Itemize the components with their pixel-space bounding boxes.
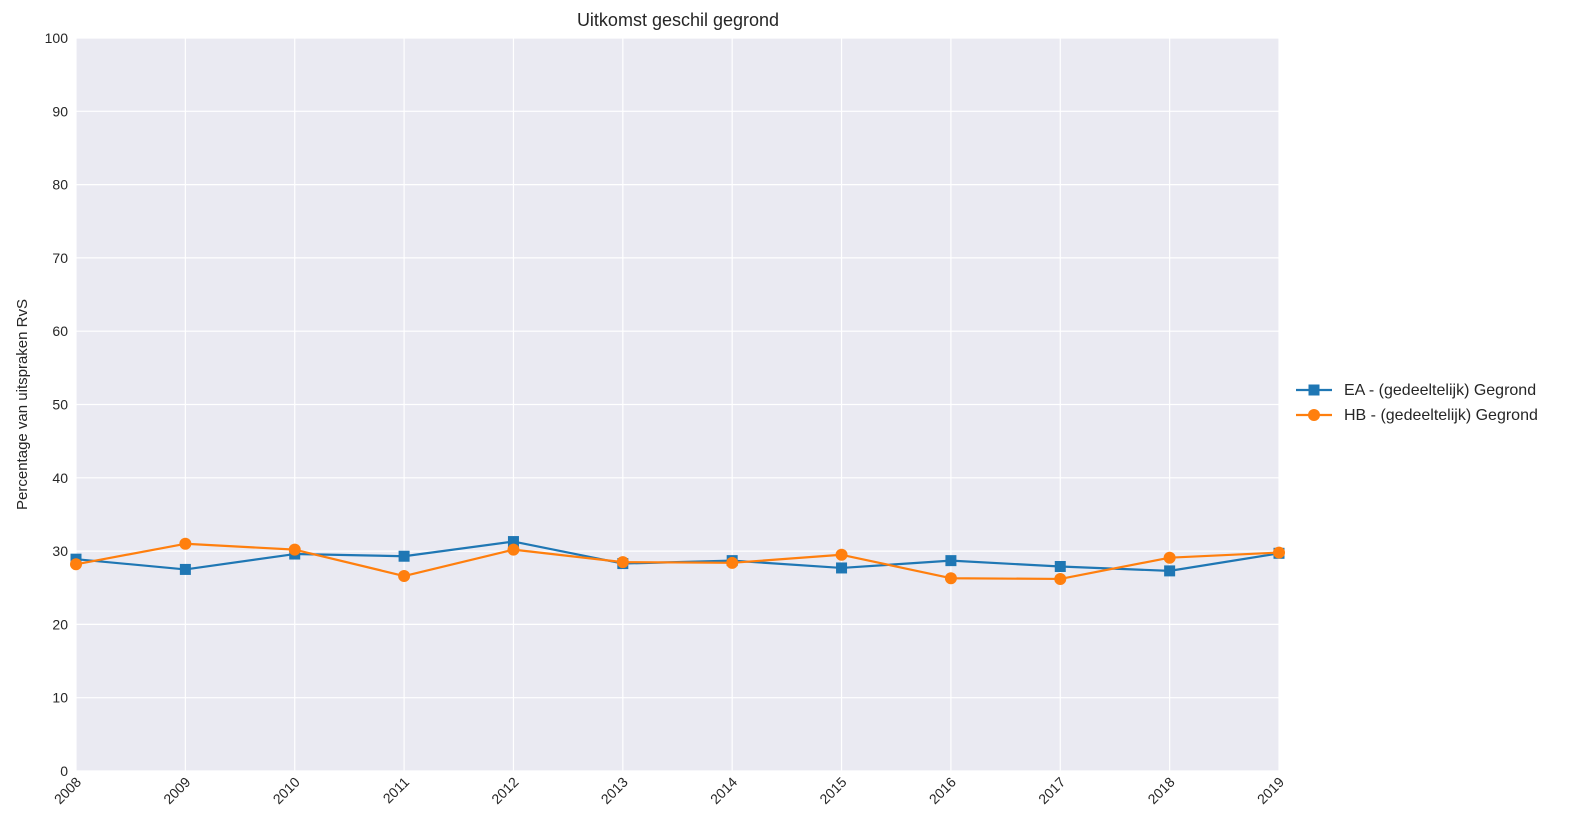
- x-tick-label: 2010: [270, 774, 303, 807]
- y-tick-label: 40: [52, 470, 68, 486]
- x-tick-label: 2015: [816, 774, 849, 807]
- data-point-marker: [398, 550, 410, 562]
- data-point-marker: [507, 543, 520, 556]
- legend-label: HB - (gedeeltelijk) Gegrond: [1344, 407, 1538, 424]
- y-tick-label: 80: [52, 177, 68, 193]
- x-tick-label: 2017: [1035, 774, 1068, 807]
- y-tick-label: 20: [52, 616, 68, 632]
- legend-label: EA - (gedeeltelijk) Gegrond: [1344, 382, 1536, 399]
- data-point-marker: [398, 570, 411, 583]
- y-tick-label: 50: [52, 397, 68, 413]
- x-axis-ticks: 2008 2009 2010 2011 2012 2013 2014 2015 2016 2017…: [51, 774, 1287, 807]
- legend: EA - (gedeeltelijk) Gegrond HB - (gedeelt…: [1296, 382, 1538, 424]
- data-point-marker: [179, 537, 192, 550]
- data-point-marker: [945, 555, 957, 567]
- x-tick-label: 2018: [1144, 774, 1177, 807]
- data-point-marker: [288, 543, 301, 556]
- data-point-marker: [1164, 565, 1176, 577]
- data-point-marker: [1273, 546, 1285, 559]
- legend-marker: [1308, 384, 1320, 396]
- gridlines: [75, 37, 1280, 772]
- data-point-marker: [1054, 560, 1066, 572]
- y-axis-ticks: 0 10 20 30 40 50 60 70 80 90 100: [45, 30, 69, 779]
- x-tick-label: 2013: [598, 774, 631, 807]
- data-point-marker: [507, 536, 519, 548]
- chart-title: Uitkomst geschil gegrond: [577, 10, 779, 30]
- y-tick-label: 100: [45, 30, 69, 46]
- data-point-marker: [616, 556, 629, 569]
- x-tick-label: 2008: [51, 774, 84, 807]
- x-tick-label: 2009: [160, 774, 193, 807]
- y-axis-label: Percentage van uitspraken RvS: [14, 299, 31, 510]
- series-line: [75, 542, 1280, 581]
- y-tick-label: 0: [60, 763, 68, 779]
- x-tick-label: 2014: [707, 774, 740, 807]
- y-tick-label: 60: [52, 323, 68, 339]
- legend-item: HB - (gedeeltelijk) Gegrond: [1296, 407, 1538, 424]
- x-tick-label: 2019: [1254, 774, 1287, 807]
- data-point-marker: [726, 556, 739, 569]
- legend-marker: [1308, 409, 1320, 421]
- series-layer: [70, 536, 1285, 585]
- data-point-marker: [70, 558, 82, 571]
- data-point-marker: [835, 548, 848, 561]
- y-tick-label: 10: [52, 690, 68, 706]
- y-tick-label: 30: [52, 543, 68, 559]
- legend-item: EA - (gedeeltelijk) Gegrond: [1296, 382, 1536, 399]
- x-tick-label: 2016: [926, 774, 959, 807]
- data-point-marker: [179, 563, 191, 575]
- data-point-marker: [944, 572, 957, 585]
- y-tick-label: 90: [52, 103, 68, 119]
- y-tick-label: 70: [52, 250, 68, 266]
- data-point-marker: [1163, 551, 1176, 564]
- x-tick-label: 2011: [380, 774, 413, 807]
- data-point-marker: [1054, 572, 1067, 585]
- data-point-marker: [836, 562, 848, 574]
- series-2: [70, 537, 1285, 585]
- x-tick-label: 2012: [488, 774, 521, 807]
